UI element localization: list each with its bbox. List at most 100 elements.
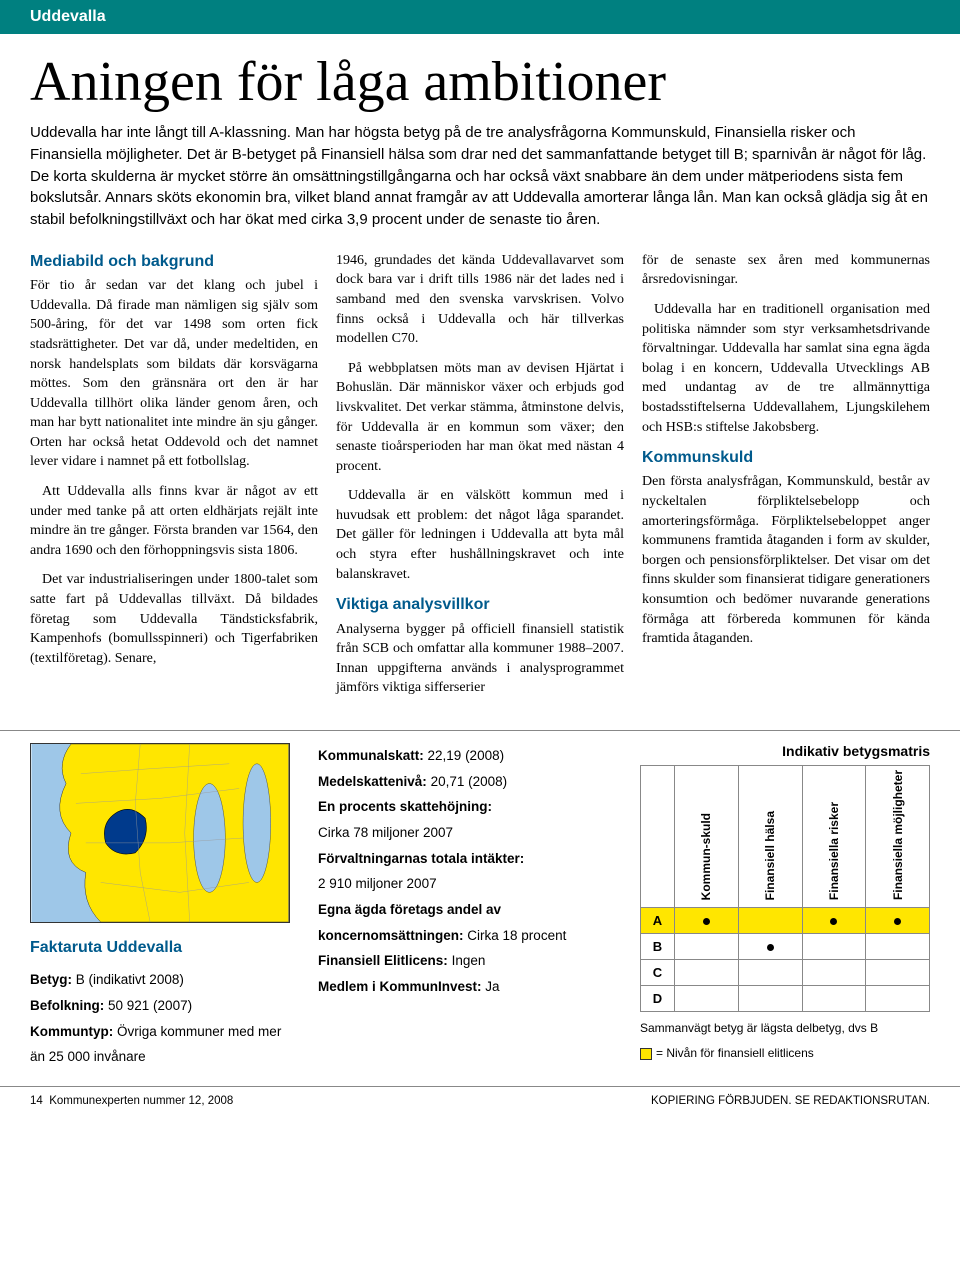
col1-p2: Att Uddevalla alls finns kvar är något a… [30, 482, 318, 560]
mid-facts: Kommunalskatt: 22,19 (2008) Medelskatten… [318, 743, 622, 1070]
mid-fe-value: Ingen [452, 953, 486, 968]
mid-mk-label: Medlem i KommunInvest: [318, 979, 482, 994]
fact-betyg-value: B (indikativt 2008) [76, 972, 184, 987]
matrix-h0: Kommun-skuld [675, 766, 739, 908]
matrix-h1-text: Finansiell hälsa [763, 811, 777, 900]
matrix-title: Indikativ betygsmatris [640, 743, 930, 759]
fact-block: Faktaruta Uddevalla Betyg: B (indikativt… [30, 933, 300, 1070]
matrix-corner [641, 766, 675, 908]
matrix-cell [866, 908, 930, 934]
matrix-cell [866, 986, 930, 1012]
mid-ep-label-b: En procents skattehöjning: [318, 799, 492, 814]
col2-p1: 1946, grundades det kända Uddevallavarve… [336, 251, 624, 349]
mid-ft-label: Förvaltningarnas totala intäkter: [318, 846, 622, 872]
matrix-row: B [641, 934, 930, 960]
matrix-body: ABCD [641, 908, 930, 1012]
mid-ks-label: Kommunalskatt: [318, 748, 424, 763]
matrix-grade-cell: C [641, 960, 675, 986]
column-3: för de senaste sex åren med kommunernas … [642, 251, 930, 708]
matrix-h1: Finansiell hälsa [738, 766, 802, 908]
mid-ms: Medelskattenivå: 20,71 (2008) [318, 769, 622, 795]
matrix-cell [802, 986, 866, 1012]
col1-p1: För tio år sedan var det klang och jubel… [30, 276, 318, 472]
dot-icon [703, 918, 710, 925]
col3-p2: Uddevalla har en traditionell organisati… [642, 300, 930, 437]
footer-left: 14 Kommunexperten nummer 12, 2008 [30, 1095, 233, 1107]
matrix-cell [738, 986, 802, 1012]
body-columns: Mediabild och bakgrund För tio år sedan … [30, 251, 930, 708]
mid-ep-label: En procents skattehöjning: [318, 794, 622, 820]
mid-ms-value: 20,71 (2008) [431, 774, 508, 789]
matrix-cell [738, 960, 802, 986]
fact-betyg-label: Betyg: [30, 972, 72, 987]
matrix-h2-text: Finansiella risker [827, 802, 841, 900]
mid-ft-value: 2 910 miljoner 2007 [318, 871, 622, 897]
col2-p3: Uddevalla är en välskött kommun med i hu… [336, 486, 624, 584]
swatch-icon [640, 1048, 652, 1060]
article-title: Aningen för låga ambitioner [30, 54, 930, 110]
header-municipality: Uddevalla [30, 8, 106, 25]
footer-right: KOPIERING FÖRBJUDEN. SE REDAKTIONSRUTAN. [651, 1095, 930, 1107]
col2-heading: Viktiga analysvillkor [336, 594, 624, 616]
mid-fe: Finansiell Elitlicens: Ingen [318, 948, 622, 974]
mid-ep-value: Cirka 78 miljoner 2007 [318, 820, 622, 846]
fact-kommuntyp: Kommuntyp: Övriga kommuner med mer än 25… [30, 1019, 300, 1070]
header-bar: Uddevalla [0, 0, 960, 34]
column-1: Mediabild och bakgrund För tio år sedan … [30, 251, 318, 708]
col3-p1: för de senaste sex åren med kommunernas … [642, 251, 930, 290]
col2-p4: Analyserna bygger på officiell finansiel… [336, 620, 624, 698]
matrix-h0-text: Kommun-skuld [699, 813, 713, 900]
fact-befolkning: Befolkning: 50 921 (2007) [30, 993, 300, 1019]
matrix-note1: Sammanvägt betyg är lägsta delbetyg, dvs… [640, 1020, 930, 1037]
mid-ks: Kommunalskatt: 22,19 (2008) [318, 743, 622, 769]
map-svg [30, 743, 290, 923]
mid-ft-label-b: Förvaltningarnas totala intäkter: [318, 851, 524, 866]
matrix-cell [802, 960, 866, 986]
matrix-h2: Finansiella risker [802, 766, 866, 908]
mid-ea-value: Cirka 18 procent [467, 928, 566, 943]
mid-ea: Egna ägda företags andel av koncernomsät… [318, 897, 622, 948]
matrix-cell [802, 908, 866, 934]
matrix-cell [675, 934, 739, 960]
col1-p3: Det var industrialiseringen under 1800-t… [30, 570, 318, 668]
article-intro: Uddevalla har inte långt till A-klassnin… [30, 122, 930, 231]
matrix-cell [675, 908, 739, 934]
fact-befolkning-label: Befolkning: [30, 998, 104, 1013]
col3-p3: Den första analysfrågan, Kommunskuld, be… [642, 472, 930, 648]
col3-heading: Kommunskuld [642, 447, 930, 469]
dot-icon [894, 918, 901, 925]
dot-icon [830, 918, 837, 925]
dot-icon [767, 944, 774, 951]
fact-kommuntyp-label: Kommuntyp: [30, 1024, 113, 1039]
footer-left-text: Kommunexperten nummer 12, 2008 [49, 1095, 233, 1107]
fact-befolkning-value: 50 921 (2007) [108, 998, 192, 1013]
matrix-row: C [641, 960, 930, 986]
matrix-h3: Finansiella möjligheter [866, 766, 930, 908]
matrix-cell [866, 960, 930, 986]
matrix-cell [675, 960, 739, 986]
matrix-grade-cell: A [641, 908, 675, 934]
mid-fe-label: Finansiell Elitlicens: [318, 953, 448, 968]
matrix-cell [866, 934, 930, 960]
matrix-note2: = Nivån för finansiell elitlicens [640, 1045, 930, 1062]
lower-section: Faktaruta Uddevalla Betyg: B (indikativt… [0, 730, 960, 1086]
matrix-row: D [641, 986, 930, 1012]
footer-page-num: 14 [30, 1095, 43, 1107]
matrix-header-row: Kommun-skuld Finansiell hälsa Finansiell… [641, 766, 930, 908]
fact-heading: Faktaruta Uddevalla [30, 933, 300, 963]
map-and-facts: Faktaruta Uddevalla Betyg: B (indikativt… [30, 743, 300, 1070]
mid-ks-value: 22,19 (2008) [428, 748, 505, 763]
matrix-row: A [641, 908, 930, 934]
matrix-box: Indikativ betygsmatris Kommun-skuld Fina… [640, 743, 930, 1070]
mid-mk-value: Ja [485, 979, 499, 994]
matrix-grade-cell: B [641, 934, 675, 960]
column-2: 1946, grundades det kända Uddevallavarve… [336, 251, 624, 708]
matrix-h3-text: Finansiella möjligheter [891, 770, 905, 900]
mid-mk: Medlem i KommunInvest: Ja [318, 974, 622, 1000]
page: Uddevalla Aningen för låga ambitioner Ud… [0, 0, 960, 1115]
page-footer: 14 Kommunexperten nummer 12, 2008 KOPIER… [0, 1086, 960, 1115]
matrix-table: Kommun-skuld Finansiell hälsa Finansiell… [640, 765, 930, 1012]
col1-heading: Mediabild och bakgrund [30, 251, 318, 273]
matrix-cell [738, 934, 802, 960]
fact-betyg: Betyg: B (indikativt 2008) [30, 967, 300, 993]
